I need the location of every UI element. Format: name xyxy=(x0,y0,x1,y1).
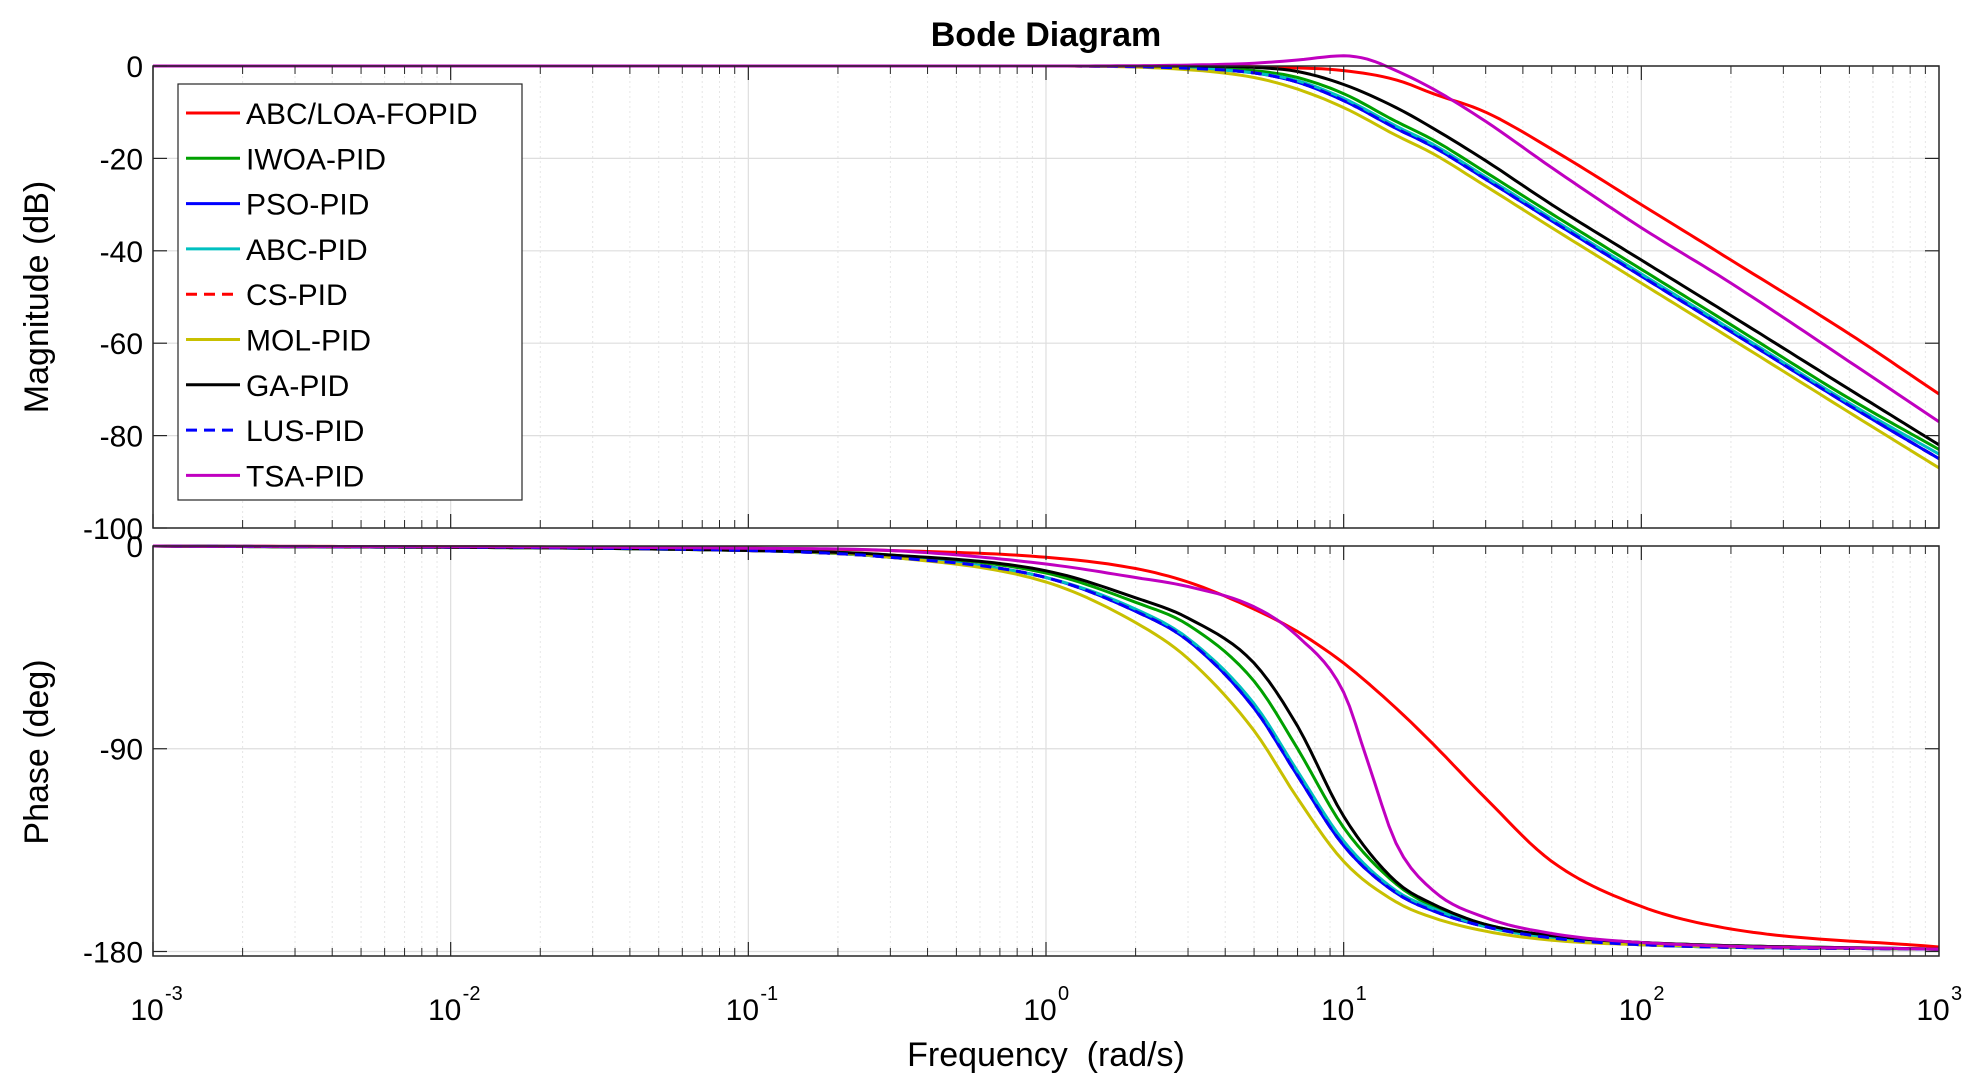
phase-y-axis-label: Phase (deg) xyxy=(18,659,56,844)
x-tick-exponent: 0 xyxy=(1058,983,1069,1005)
x-axis-label: Frequency (rad/s) xyxy=(907,1036,1185,1074)
x-tick-label: 10 3 xyxy=(1916,983,1962,1027)
x-tick-base: 10 xyxy=(726,994,759,1027)
y-tick-label: -90 xyxy=(100,734,143,767)
legend-label: LUS-PID xyxy=(246,415,364,448)
phase-line-tsa-pid xyxy=(153,544,1940,951)
legend-item-ga-pid: GA-PID xyxy=(186,370,349,403)
y-tick-label: -60 xyxy=(100,328,143,361)
x-tick-label: 10 -1 xyxy=(726,983,778,1027)
legend-item-iwoa-pid: IWOA-PID xyxy=(186,143,386,176)
x-tick-label: 10 -3 xyxy=(130,983,182,1027)
legend-label: ABC/LOA-FOPID xyxy=(246,98,478,131)
x-tick-base: 10 xyxy=(1916,994,1949,1027)
x-tick-exponent: -1 xyxy=(760,983,778,1005)
x-tick-exponent: 2 xyxy=(1653,983,1664,1005)
legend-item-abc-pid: ABC-PID xyxy=(186,234,368,267)
legend-label: IWOA-PID xyxy=(246,143,386,176)
legend: ABC/LOA-FOPID IWOA-PID PSO-PID ABC-PID CS-PI… xyxy=(177,83,523,501)
y-tick-label: -100 xyxy=(83,513,143,546)
x-tick-label: 10 1 xyxy=(1321,983,1367,1027)
legend-label: PSO-PID xyxy=(246,189,369,222)
x-tick-base: 10 xyxy=(428,994,461,1027)
legend-item-cs-pid: CS-PID xyxy=(186,279,348,312)
magnitude-ticks xyxy=(152,65,1939,529)
legend-label: TSA-PID xyxy=(246,460,364,493)
legend-item-abc-loa-fopid: ABC/LOA-FOPID xyxy=(186,98,478,131)
phase-ticks xyxy=(152,545,1939,956)
x-tick-exponent: 1 xyxy=(1356,983,1367,1005)
x-tick-exponent: 3 xyxy=(1951,983,1962,1005)
magnitude-plot: 0 -20 -40 -60 -80 -100 Bode Diagram Magnitude… xyxy=(18,16,1940,546)
x-tick-label: 10 2 xyxy=(1619,983,1665,1027)
magnitude-y-axis-label: Magnitude (dB) xyxy=(18,181,56,413)
x-tick-base: 10 xyxy=(130,994,163,1027)
legend-item-pso-pid: PSO-PID xyxy=(186,189,369,222)
legend-item-mol-pid: MOL-PID xyxy=(186,325,371,358)
chart-title: Bode Diagram xyxy=(931,16,1162,54)
y-tick-label: -40 xyxy=(100,236,143,269)
x-tick-exponent: -3 xyxy=(165,983,183,1005)
magnitude-y-tick-labels: 0 -20 -40 -60 -80 -100 xyxy=(83,51,143,546)
legend-label: CS-PID xyxy=(246,279,348,312)
legend-label: GA-PID xyxy=(246,370,349,403)
x-tick-exponent: -2 xyxy=(463,983,481,1005)
legend-label: ABC-PID xyxy=(246,234,368,267)
phase-series xyxy=(152,544,1940,951)
phase-plot: 0-90-180 10 -3 10 -2 10 -1 10 0 10 1 10 2 10 3 Phase … xyxy=(18,531,1962,1074)
y-tick-label: -20 xyxy=(100,143,143,176)
phase-y-tick-labels: 0 -90 -180 xyxy=(83,531,143,969)
legend-item-tsa-pid: TSA-PID xyxy=(186,460,364,493)
y-tick-label: -180 xyxy=(83,936,143,969)
x-tick-label: 10 -2 xyxy=(428,983,480,1027)
legend-box xyxy=(177,83,523,501)
y-tick-label: 0 xyxy=(126,531,143,564)
legend-item-lus-pid: LUS-PID xyxy=(186,415,364,448)
legend-items: ABC/LOA-FOPID IWOA-PID PSO-PID ABC-PID CS-PI… xyxy=(186,98,478,493)
y-tick-label: -80 xyxy=(100,421,143,454)
x-tick-base: 10 xyxy=(1321,994,1354,1027)
x-tick-base: 10 xyxy=(1023,994,1056,1027)
x-tick-base: 10 xyxy=(1619,994,1652,1027)
legend-label: MOL-PID xyxy=(246,325,371,358)
x-tick-label: 10 0 xyxy=(1023,983,1069,1027)
y-tick-label: 0 xyxy=(126,51,143,84)
x-tick-labels: 10 -3 10 -2 10 -1 10 0 10 1 10 2 10 3 xyxy=(130,983,1962,1027)
